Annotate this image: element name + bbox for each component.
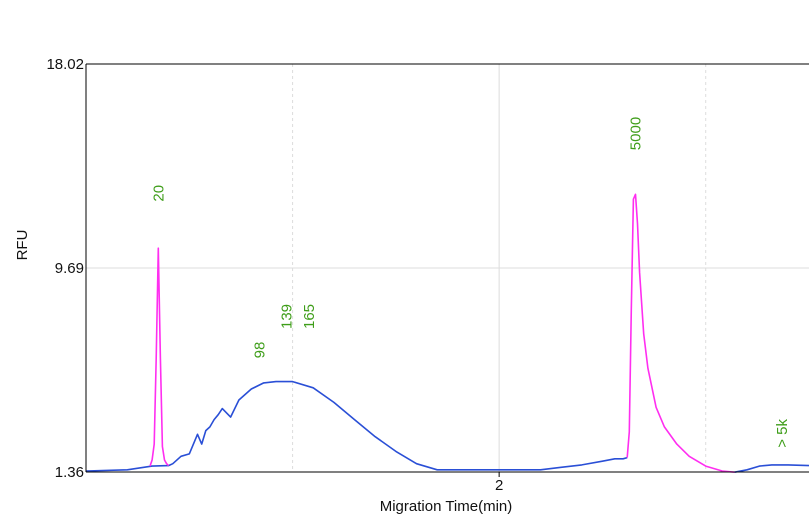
plot-frame xyxy=(85,63,809,473)
peak-label: 5000 xyxy=(628,117,645,150)
y-tick-label: 9.69 xyxy=(55,260,84,277)
y-axis-label: RFU xyxy=(14,230,31,261)
y-tick-labels: 18.02 9.69 1.36 xyxy=(46,56,84,481)
trace-baseline-segment-4 xyxy=(734,464,809,473)
trace-peak-segment-2 xyxy=(149,247,170,467)
peak-label: 98 xyxy=(252,342,269,359)
x-tick-labels: 2 xyxy=(495,472,503,494)
grid-lines xyxy=(86,64,809,472)
peak-label: 20 xyxy=(150,185,167,202)
x-axis-label: Migration Time(min) xyxy=(380,498,513,515)
trace-series xyxy=(85,193,809,473)
y-tick-label: 1.36 xyxy=(55,464,84,481)
trace-baseline-segment-1 xyxy=(85,380,628,472)
peak-label: 165 xyxy=(301,304,318,329)
peak-label: 139 xyxy=(278,304,295,329)
trace-peak-segment-3 xyxy=(626,193,735,473)
y-tick-label: 18.02 xyxy=(46,56,84,73)
x-tick-label: 2 xyxy=(495,477,503,494)
peak-label: > 5k xyxy=(774,419,791,448)
peak-labels: 20 98 139 165 5000 > 5k xyxy=(150,117,791,448)
